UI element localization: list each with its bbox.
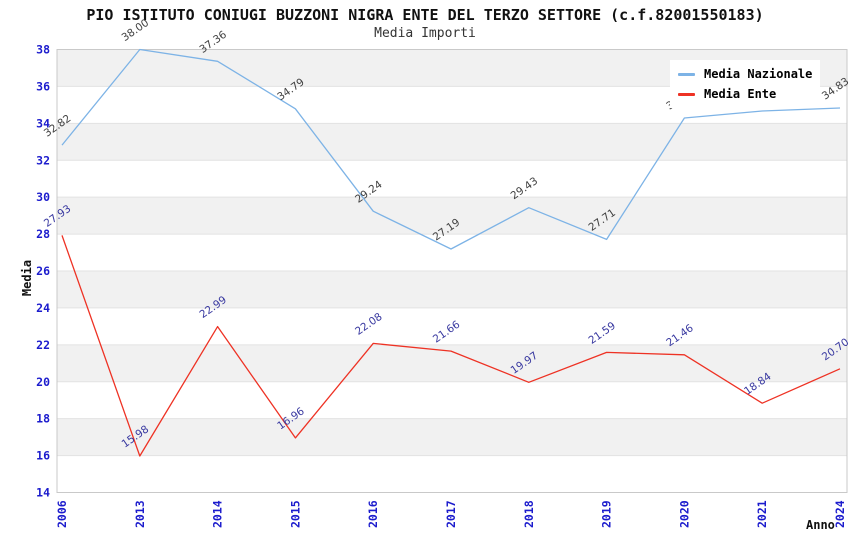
- y-tick-label: 22: [36, 338, 50, 352]
- grid-band: [57, 271, 847, 308]
- point-label: 21.66: [431, 318, 463, 345]
- grid-band: [57, 197, 847, 235]
- x-tick-label: 2024: [833, 500, 847, 528]
- grid-band: [57, 418, 847, 456]
- y-tick-label: 30: [36, 190, 50, 204]
- point-label: 21.59: [586, 320, 618, 347]
- y-axis-title: Media: [20, 259, 35, 297]
- y-tick-label: 28: [36, 227, 50, 241]
- x-tick-label: 2021: [755, 500, 769, 528]
- y-tick-label: 38: [36, 43, 50, 57]
- x-tick-label: 2017: [444, 500, 458, 528]
- y-tick-label: 36: [36, 79, 50, 93]
- chart-subtitle: Media Importi: [374, 26, 476, 41]
- legend: Media Nazionale Media Ente: [670, 60, 821, 108]
- y-tick-label: 20: [36, 375, 50, 389]
- x-tick-label: 2014: [211, 500, 225, 528]
- legend-swatch-ente-icon: [678, 92, 695, 96]
- legend-swatch-nazionale-icon: [678, 72, 695, 76]
- point-label: 38.00: [120, 17, 152, 44]
- x-tick-label: 2019: [600, 500, 614, 528]
- y-tick-label: 24: [36, 301, 50, 315]
- legend-label-nazionale: Media Nazionale: [704, 67, 813, 81]
- y-tick-label: 32: [36, 153, 50, 167]
- chart-title: PIO ISTITUTO CONIUGI BUZZONI NIGRA ENTE …: [86, 6, 764, 24]
- y-tick-label: 14: [36, 486, 50, 500]
- plot-border: [56, 49, 848, 493]
- series-line: [61, 48, 841, 250]
- x-tick-label: 2018: [522, 500, 536, 528]
- legend-label-ente: Media Ente: [704, 87, 777, 101]
- x-tick-label: 2006: [55, 500, 69, 528]
- grid-band: [57, 123, 847, 161]
- legend-item-nazionale: Media Nazionale: [678, 64, 812, 84]
- x-tick-label: 2016: [366, 500, 380, 528]
- point-label: 22.08: [353, 311, 385, 338]
- x-tick-label: 2013: [133, 500, 147, 528]
- legend-item-ente: Media Ente: [678, 84, 812, 104]
- y-tick-label: 34: [36, 116, 50, 130]
- x-tick-label: 2015: [288, 500, 302, 528]
- grid-band: [57, 344, 847, 382]
- x-tick-label: 2020: [677, 500, 691, 528]
- y-tick-label: 26: [36, 264, 50, 278]
- y-tick-label: 18: [36, 412, 50, 426]
- x-axis-title: Anno: [806, 518, 835, 532]
- y-tick-label: 16: [36, 449, 50, 463]
- series-line: [61, 235, 841, 457]
